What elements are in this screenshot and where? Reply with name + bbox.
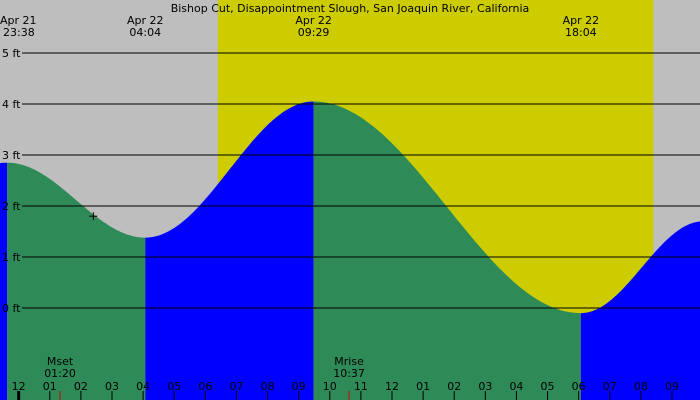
hour-tick-label: 01: [43, 380, 57, 393]
moon-event-time: 01:20: [44, 367, 76, 380]
y-tick-label: 0 ft: [2, 302, 21, 315]
y-tick-label: 4 ft: [2, 98, 21, 111]
y-tick-label: 1 ft: [2, 251, 21, 264]
moon-event-time: 10:37: [333, 367, 365, 380]
hour-tick-label: 02: [74, 380, 88, 393]
hour-tick-label: 12: [12, 380, 26, 393]
hour-tick-label: 04: [509, 380, 523, 393]
hour-tick-label: 03: [478, 380, 492, 393]
hour-tick-label: 05: [541, 380, 555, 393]
hour-tick-label: 07: [603, 380, 617, 393]
tide-curve: [0, 101, 700, 400]
rising-tide-area-2: [145, 101, 314, 400]
hour-tick-label: 09: [292, 380, 306, 393]
hour-tick-label: 04: [136, 380, 150, 393]
hour-tick-label: 12: [385, 380, 399, 393]
hour-tick-label: 08: [634, 380, 648, 393]
falling-tide-area-1: [7, 162, 146, 400]
extreme-date-label: Apr 21: [0, 14, 37, 27]
rising-tide-area-0: [0, 162, 8, 400]
extreme-date-label: Apr 22: [127, 14, 164, 27]
extreme-time-label: 18:04: [565, 26, 597, 39]
extreme-date-label: Apr 22: [295, 14, 332, 27]
extreme-time-label: 04:04: [129, 26, 161, 39]
moon-event-label: Mset: [47, 355, 74, 368]
hour-tick-label: 01: [416, 380, 430, 393]
markers: [17, 212, 673, 400]
y-tick-label: 5 ft: [2, 47, 21, 60]
rising-tide-area-4: [580, 221, 700, 400]
hour-tick-label: 11: [354, 380, 368, 393]
extreme-time-label: 09:29: [298, 26, 330, 39]
extreme-date-label: Apr 22: [563, 14, 600, 27]
hour-tick-label: 10: [323, 380, 337, 393]
hour-tick-label: 09: [665, 380, 679, 393]
hour-tick-label: 02: [447, 380, 461, 393]
y-tick-label: 3 ft: [2, 149, 21, 162]
y-tick-label: 2 ft: [2, 200, 21, 213]
hour-tick-label: 03: [105, 380, 119, 393]
hour-tick-label: 06: [198, 380, 212, 393]
moon-event-label: Mrise: [334, 355, 364, 368]
extreme-time-label: 23:38: [3, 26, 35, 39]
hour-tick-label: 08: [261, 380, 275, 393]
height-gridlines: [22, 52, 700, 309]
hour-tick-label: 05: [167, 380, 181, 393]
falling-tide-area-3: [313, 101, 581, 400]
chart-title: Bishop Cut, Disappointment Slough, San J…: [171, 2, 530, 15]
hour-tick-label: 07: [229, 380, 243, 393]
midnight-marker: [17, 391, 21, 400]
hour-tick-label: 06: [572, 380, 586, 393]
